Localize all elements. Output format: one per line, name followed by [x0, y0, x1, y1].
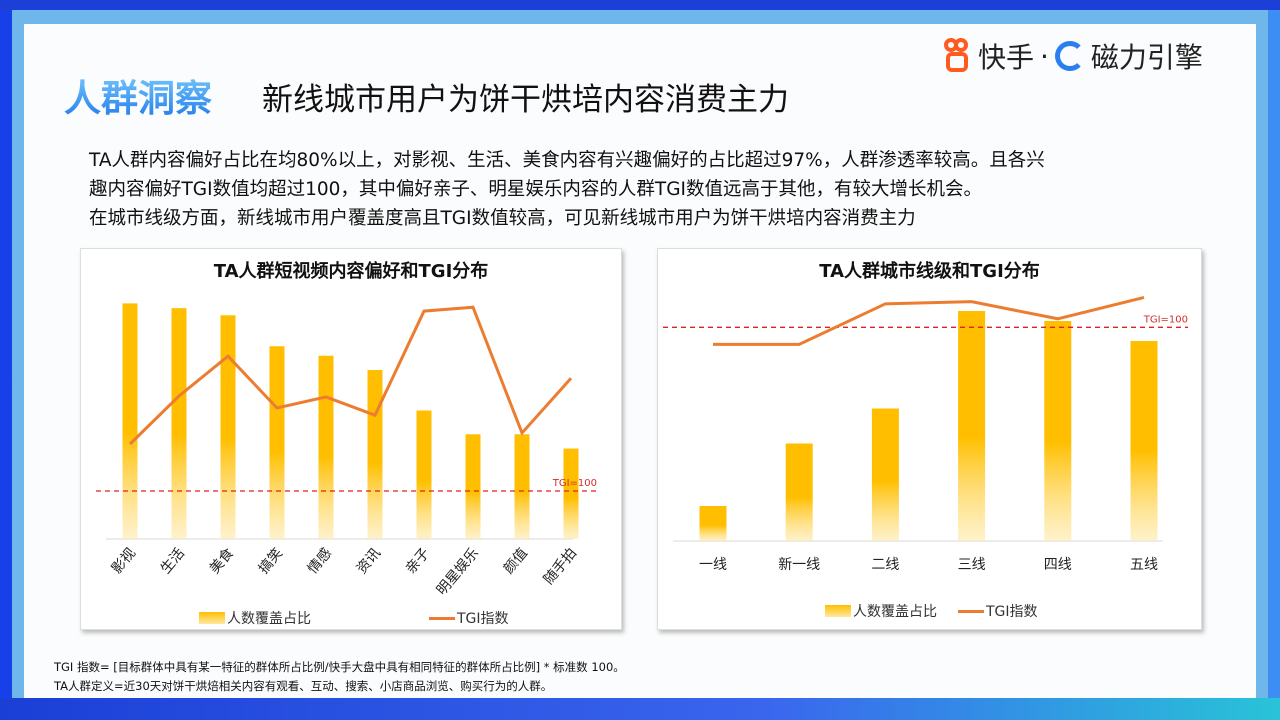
legend-bar-swatch: [825, 605, 851, 617]
category-label: 情感: [304, 545, 335, 577]
bar-影视: [122, 303, 138, 539]
bar-美食: [220, 315, 236, 539]
brand-logo: 快手 · 磁力引擎: [942, 36, 1203, 76]
bar-生活: [171, 308, 187, 539]
bar-四线: [1044, 321, 1072, 541]
bar-搞笑: [269, 346, 285, 539]
legend-line: TGI指数: [958, 601, 1038, 621]
kuaishou-logo-icon: [942, 38, 972, 74]
bar-新一线: [785, 443, 813, 541]
chart-title: TA人群短视频内容偏好和TGI分布: [213, 261, 489, 282]
category-label: 资讯: [354, 545, 384, 577]
legend-line: TGI指数: [429, 608, 509, 628]
footnote-ta: TA人群定义=近30天对饼干烘焙相关内容有观看、互动、搜索、小店商品浏览、购买行…: [54, 679, 553, 693]
category-label: 三线: [958, 557, 986, 573]
bar-随手拍: [563, 448, 579, 539]
category-label: 影视: [109, 545, 139, 577]
category-label: 生活: [158, 545, 188, 577]
bar-一线: [699, 506, 727, 541]
category-label: 二线: [871, 557, 899, 573]
bar-情感: [318, 355, 334, 539]
summary-line: 在城市线级方面，新线城市用户覆盖度高且TGI数值较高，可见新线城市用户为饼干烘培…: [89, 208, 916, 229]
category-label: 搞笑: [256, 545, 286, 577]
bottom-band: [0, 698, 1280, 720]
tgi-reference-label: TGI=100: [552, 478, 597, 489]
legend-bar: 人数覆盖占比: [199, 608, 311, 628]
summary-line: TA人群内容偏好占比在均80%以上，对影视、生活、美食内容有兴趣偏好的占比超过9…: [89, 150, 1045, 171]
logo-cili-text: 磁力引擎: [1090, 41, 1203, 74]
legend-line-swatch: [958, 609, 984, 613]
top-band: [0, 0, 1280, 10]
chart-svg: TGI=100 影视 生活 美食 搞笑 情感 资讯 亲子 明星娱乐 颜值 随手拍: [96, 303, 597, 598]
page-subtitle: 新线城市用户为饼干烘培内容消费主力: [262, 82, 789, 118]
category-label: 一线: [699, 557, 727, 573]
tgi-reference-label: TGI=100: [1143, 314, 1188, 325]
logo-separator: ·: [1040, 39, 1049, 73]
content-preference-chart: TGI=100 影视 生活 美食 搞笑 情感 资讯 亲子 明星娱乐 颜值 随手拍 TA人群短视频内容…: [80, 248, 622, 630]
legend-label: TGI指数: [986, 604, 1038, 620]
category-label: 随手拍: [541, 545, 580, 587]
legend-label: TGI指数: [457, 611, 509, 627]
summary-line: 趣内容偏好TGI数值均超过100，其中偏好亲子、明星娱乐内容的人群TGI数值远高…: [89, 179, 982, 200]
footnotes: TGI 指数= [目标群体中具有某一特征的群体所占比例/快手大盘中具有相同特征的…: [54, 658, 625, 696]
page-title: 人群洞察: [64, 68, 212, 122]
footnote-tgi: TGI 指数= [目标群体中具有某一特征的群体所占比例/快手大盘中具有相同特征的…: [54, 660, 625, 674]
bar-五线: [1130, 341, 1158, 541]
chart-svg: TGI=100 一线 新一线 二线 三线 四线 五线: [663, 295, 1188, 573]
bar-颜值: [514, 434, 530, 539]
chart-title: TA人群城市线级和TGI分布: [819, 261, 1040, 282]
legend-bar-swatch: [199, 612, 225, 624]
category-label: 颜值: [501, 545, 531, 577]
category-label: 四线: [1044, 557, 1072, 573]
city-tier-chart: TGI=100 一线 新一线 二线 三线 四线 五线 TA人群城市线级和TGI分布 人数覆盖…: [657, 248, 1202, 630]
legend-label: 人数覆盖占比: [227, 611, 311, 627]
category-label: 新一线: [778, 557, 820, 573]
category-label: 亲子: [403, 545, 433, 577]
tgi-line: [128, 305, 573, 446]
bar-亲子: [416, 410, 432, 539]
summary-text: TA人群内容偏好占比在均80%以上，对影视、生活、美食内容有兴趣偏好的占比超过9…: [89, 146, 1229, 233]
category-label: 美食: [206, 545, 237, 577]
category-label: 明星娱乐: [434, 545, 482, 598]
cili-engine-logo-icon: [1054, 41, 1085, 71]
bar-二线: [871, 408, 899, 541]
bar-明星娱乐: [465, 434, 481, 539]
tgi-line: [713, 295, 1145, 346]
legend-line-swatch: [429, 616, 455, 620]
bar-资讯: [367, 370, 383, 539]
legend-label: 人数覆盖占比: [853, 604, 937, 620]
category-label: 五线: [1130, 557, 1158, 573]
bar-三线: [958, 311, 986, 541]
legend-bar: 人数覆盖占比: [825, 601, 937, 621]
logo-kuaishou-text: 快手: [978, 41, 1035, 74]
